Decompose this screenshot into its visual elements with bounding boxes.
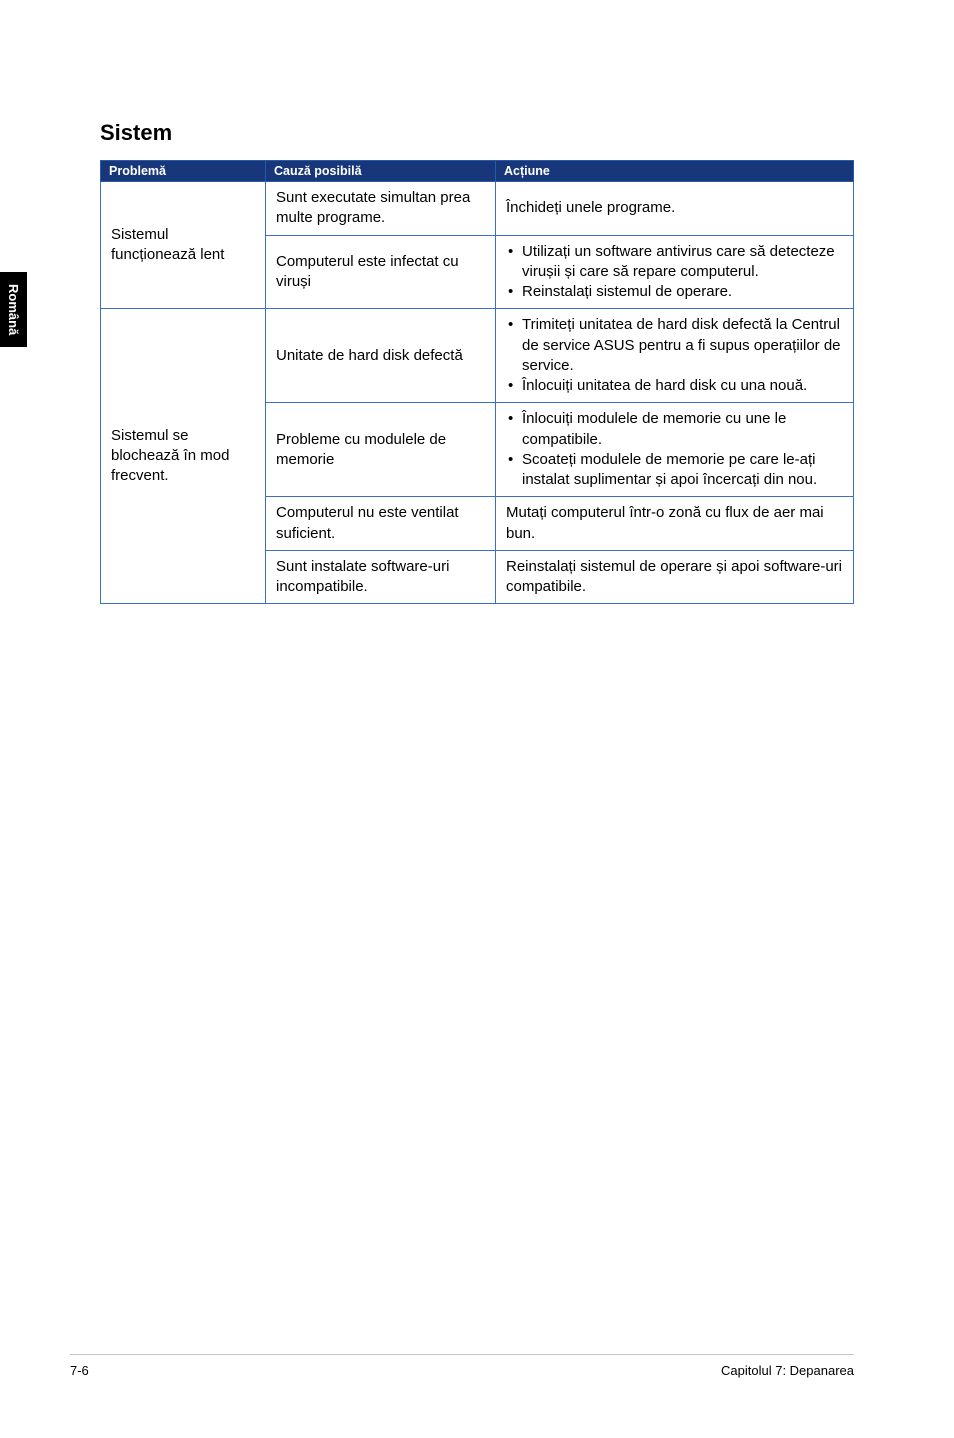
cell-action: Înlocuiți modulele de memorie cu une le …: [496, 403, 854, 497]
header-action: Acțiune: [496, 161, 854, 182]
cell-problem: Sistemul funcționează lent: [101, 182, 266, 309]
table-body: Sistemul funcționează lent Sunt executat…: [101, 182, 854, 604]
page-footer: 7-6 Capitolul 7: Depanarea: [70, 1354, 854, 1378]
action-item: Utilizați un software antivirus care să …: [522, 242, 843, 283]
action-list: Înlocuiți modulele de memorie cu une le …: [506, 409, 843, 490]
action-item: Reinstalați sistemul de operare.: [522, 282, 843, 302]
cell-action: Trimiteți unitatea de hard disk defectă …: [496, 309, 854, 403]
header-problem: Problemă: [101, 161, 266, 182]
cell-cause: Unitate de hard disk defectă: [266, 309, 496, 403]
action-item: Scoateți modulele de memorie pe care le-…: [522, 450, 843, 491]
action-item: Înlocuiți modulele de memorie cu une le …: [522, 409, 843, 450]
table-row: Sistemul se blochează în mod frecvent. U…: [101, 309, 854, 403]
page-content: Sistem Problemă Cauză posibilă Acțiune S…: [0, 0, 954, 604]
chapter-label: Capitolul 7: Depanarea: [721, 1363, 854, 1378]
cell-cause: Computerul este infectat cu viruși: [266, 235, 496, 309]
action-list: Trimiteți unitatea de hard disk defectă …: [506, 315, 843, 396]
page-number: 7-6: [70, 1363, 89, 1378]
cell-cause: Computerul nu este ventilat suficient.: [266, 497, 496, 551]
cell-action: Utilizați un software antivirus care să …: [496, 235, 854, 309]
cell-action: Mutați computerul într-o zonă cu flux de…: [496, 497, 854, 551]
troubleshooting-table: Problemă Cauză posibilă Acțiune Sistemul…: [100, 160, 854, 604]
cell-cause: Probleme cu modulele de memorie: [266, 403, 496, 497]
language-side-tab: Română: [0, 272, 27, 347]
table-row: Sistemul funcționează lent Sunt executat…: [101, 182, 854, 236]
cell-problem: Sistemul se blochează în mod frecvent.: [101, 309, 266, 604]
section-heading: Sistem: [100, 120, 854, 146]
cell-cause: Sunt executate simultan prea multe progr…: [266, 182, 496, 236]
cell-cause: Sunt instalate software-uri incompatibil…: [266, 550, 496, 604]
cell-action: Reinstalați sistemul de operare și apoi …: [496, 550, 854, 604]
action-list: Utilizați un software antivirus care să …: [506, 242, 843, 303]
action-item: Înlocuiți unitatea de hard disk cu una n…: [522, 376, 843, 396]
cell-action: Închideți unele programe.: [496, 182, 854, 236]
header-cause: Cauză posibilă: [266, 161, 496, 182]
table-header-row: Problemă Cauză posibilă Acțiune: [101, 161, 854, 182]
action-item: Trimiteți unitatea de hard disk defectă …: [522, 315, 843, 376]
